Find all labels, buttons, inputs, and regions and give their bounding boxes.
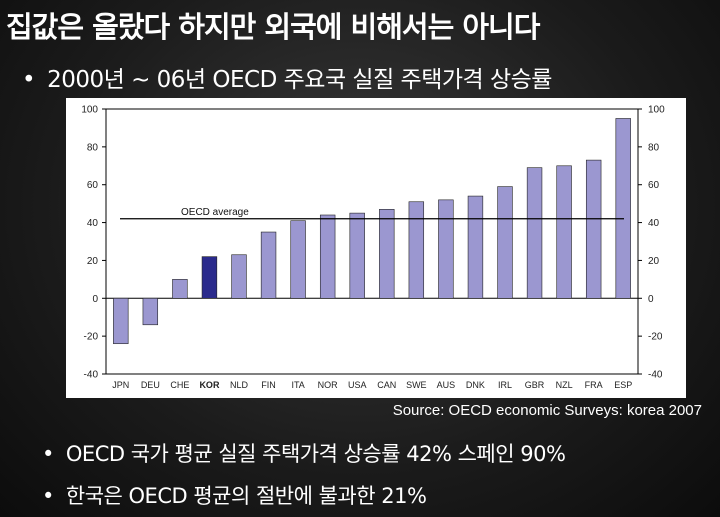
bullet-1-text: OECD 국가 평균 실질 주택가격 상승률 42% 스페인 90% [65, 442, 566, 466]
bullet-marker: • [42, 442, 54, 466]
y-tick-label-left: 40 [87, 218, 99, 229]
slide-subtitle: • 2000년 ~ 06년 OECD 주요국 실질 주택가격 상승률 [22, 60, 552, 94]
source-note: Source: OECD economic Surveys: korea 200… [392, 402, 702, 419]
bar-can [379, 209, 395, 299]
bar-usa [349, 212, 365, 299]
slide-title: 집값은 올랐다 하지만 외국에 비해서는 아니다 [6, 10, 540, 44]
x-tick-label: CAN [377, 380, 396, 390]
y-tick-label-right: 20 [648, 256, 660, 267]
subtitle-text: 2000년 ~ 06년 OECD 주요국 실질 주택가격 상승률 [47, 67, 552, 93]
bar-nzl [556, 165, 572, 299]
bar-irl [497, 186, 513, 299]
bar-che [172, 279, 188, 299]
x-tick-label: SWE [406, 380, 427, 390]
bullet-2-text: 한국은 OECD 평균의 절반에 불과한 21% [65, 484, 427, 508]
bar-nor [319, 214, 336, 299]
x-tick-label: CHE [170, 380, 189, 390]
x-tick-label: DNK [466, 380, 485, 390]
bullet-2: • 한국은 OECD 평균의 절반에 불과한 21% [42, 480, 427, 510]
bar-kor [201, 256, 218, 299]
x-tick-label: IRL [498, 380, 512, 390]
y-tick-label-right: -20 [648, 332, 663, 343]
bar-gbr [526, 167, 543, 299]
y-tick-label-left: -20 [84, 332, 99, 343]
y-tick-label-left: 100 [81, 105, 98, 116]
y-tick-label-left: 0 [92, 294, 98, 305]
bar-nld [231, 254, 247, 299]
x-tick-label: KOR [199, 380, 220, 390]
bullet-marker: • [22, 67, 36, 93]
x-tick-label: JPN [112, 380, 129, 390]
y-tick-label-right: 80 [648, 142, 660, 153]
y-tick-label-right: 40 [648, 218, 660, 229]
x-tick-label: ITA [291, 380, 304, 390]
y-tick-label-right: 0 [648, 294, 654, 305]
x-tick-label: FIN [261, 380, 276, 390]
x-tick-label: ESP [614, 380, 632, 390]
bar-chart: -40 -40 -20 -20 0 0 20 20 40 40 60 60 80 80 100 100 JPN D… [81, 105, 665, 391]
x-tick-label: USA [348, 380, 367, 390]
y-tick-label-right: -40 [648, 370, 663, 381]
y-tick-label-right: 60 [648, 180, 660, 191]
bar-ita [290, 220, 306, 299]
bar-swe [408, 201, 425, 299]
y-tick-label-left: 60 [87, 180, 99, 191]
y-tick-label-right: 100 [648, 105, 665, 116]
x-tick-label: NOR [318, 380, 339, 390]
bar-fra [585, 159, 602, 299]
y-tick-label-left: 20 [87, 256, 99, 267]
bar-fin [260, 231, 277, 299]
bar-aus [438, 199, 454, 299]
x-tick-label: GBR [525, 380, 545, 390]
y-tick-label-left: -40 [84, 370, 99, 381]
x-tick-label: AUS [437, 380, 456, 390]
oecd-average-label: OECD average [181, 207, 249, 218]
bullet-marker: • [42, 484, 54, 508]
x-tick-label: NZL [556, 380, 573, 390]
chart-panel: -40 -40 -20 -20 0 0 20 20 40 40 60 60 80 80 100 100 JPN D… [66, 98, 686, 398]
bar-dnk [467, 195, 484, 299]
x-tick-label: NLD [230, 380, 249, 390]
bullet-1: • OECD 국가 평균 실질 주택가격 상승률 42% 스페인 90% [42, 438, 566, 468]
bar-jpn [113, 297, 129, 345]
bar-esp [615, 118, 631, 299]
x-tick-label: FRA [585, 380, 603, 390]
plot-frame [105, 108, 639, 375]
y-tick-label-left: 80 [87, 142, 99, 153]
x-tick-label: DEU [141, 380, 160, 390]
bar-deu [142, 297, 159, 326]
